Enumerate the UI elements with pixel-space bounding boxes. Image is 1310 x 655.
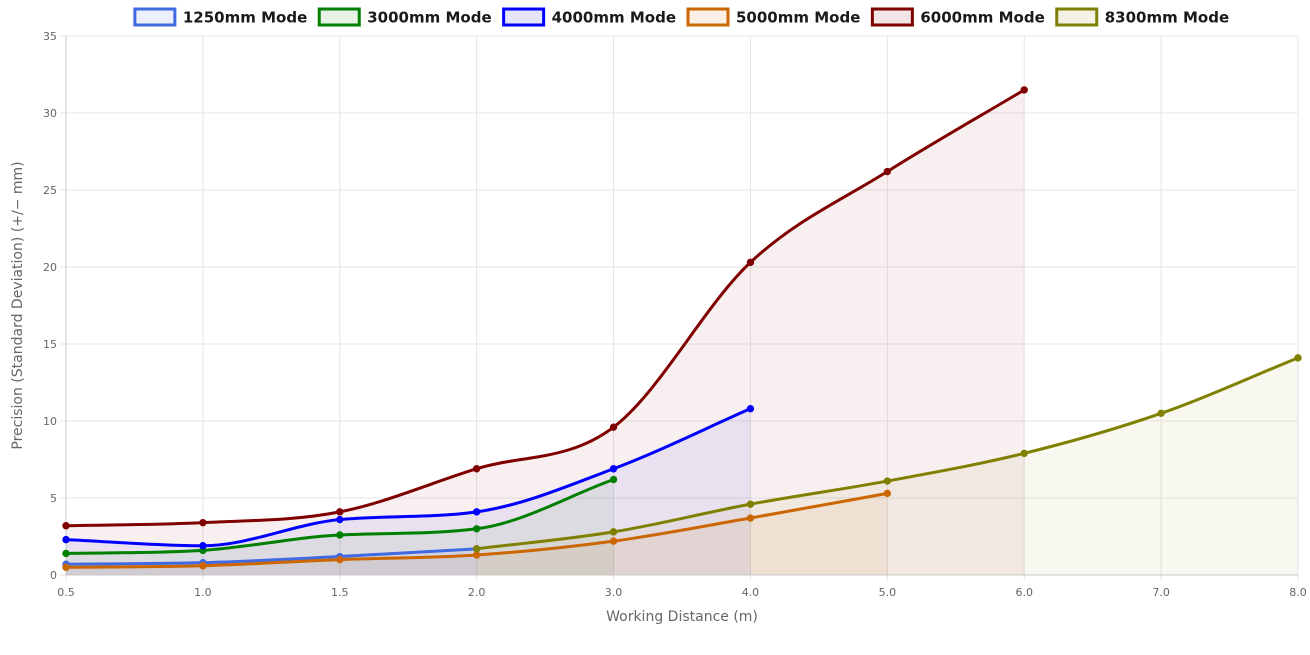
data-point[interactable] <box>62 563 70 571</box>
legend-swatch <box>317 7 361 27</box>
legend-item[interactable]: 8300mm Mode <box>1055 7 1229 27</box>
data-point[interactable] <box>336 555 344 564</box>
data-point[interactable] <box>336 515 344 524</box>
x-tick-label: 8.0 <box>1289 586 1307 599</box>
legend-swatch <box>870 7 914 27</box>
data-point[interactable] <box>609 465 618 473</box>
legend-label: 8300mm Mode <box>1105 9 1229 27</box>
data-point[interactable] <box>746 404 755 413</box>
series-area <box>476 357 1298 575</box>
legend-label: 1250mm Mode <box>183 9 307 27</box>
data-points <box>62 86 1302 571</box>
data-point[interactable] <box>1294 354 1302 362</box>
data-point[interactable] <box>883 489 892 498</box>
data-point[interactable] <box>1020 86 1028 94</box>
data-point[interactable] <box>1020 449 1028 458</box>
y-tick-label: 30 <box>43 107 57 120</box>
series-line <box>64 547 479 566</box>
data-point[interactable] <box>472 465 481 473</box>
data-point[interactable] <box>609 537 618 545</box>
data-point[interactable] <box>883 167 892 176</box>
y-tick-label: 25 <box>43 184 57 197</box>
x-tick-label: 6.0 <box>1015 586 1033 599</box>
legend-label: 6000mm Mode <box>920 9 1044 27</box>
y-axis-title: Precision (Standard Deviation) (+/− mm) <box>10 161 26 449</box>
x-tick-label: 1.0 <box>194 586 212 599</box>
legend-label: 3000mm Mode <box>367 9 491 27</box>
data-point[interactable] <box>472 551 481 559</box>
legend-label: 5000mm Mode <box>736 9 860 27</box>
data-point[interactable] <box>746 258 755 267</box>
data-point[interactable] <box>609 475 618 484</box>
data-point[interactable] <box>1157 409 1165 417</box>
data-point[interactable] <box>62 535 70 544</box>
x-tick-label: 4.0 <box>742 586 760 599</box>
x-tick-label: 5.0 <box>879 586 897 599</box>
legend-item[interactable]: 4000mm Mode <box>502 7 676 27</box>
legend-swatch <box>133 7 177 27</box>
y-tick-label: 5 <box>50 492 57 505</box>
data-point[interactable] <box>199 562 207 570</box>
data-point[interactable] <box>336 508 344 516</box>
y-tick-label: 20 <box>43 261 57 274</box>
x-tick-label: 1.5 <box>331 586 349 599</box>
data-point[interactable] <box>609 528 618 536</box>
series-line <box>64 88 1026 528</box>
legend-swatch <box>502 7 546 27</box>
data-point[interactable] <box>472 508 481 516</box>
data-point[interactable] <box>746 514 755 522</box>
y-tick-label: 15 <box>43 338 57 351</box>
x-tick-label: 3.0 <box>605 586 623 599</box>
series-area <box>66 89 1025 576</box>
data-point[interactable] <box>472 525 481 533</box>
data-point[interactable] <box>199 542 207 550</box>
x-tick-label: 0.5 <box>57 586 75 599</box>
y-tick-label: 0 <box>50 569 57 582</box>
axes <box>65 36 1298 576</box>
legend-item[interactable]: 1250mm Mode <box>133 7 307 27</box>
legend-item[interactable]: 3000mm Mode <box>317 7 492 27</box>
legend-swatch <box>1055 7 1099 27</box>
x-axis-title: Working Distance (m) <box>606 609 758 625</box>
legend: 1250mm Mode 3000mm Mode 4000mm Mode 5000mm … <box>133 7 1229 27</box>
legend-item[interactable]: 6000mm Mode <box>870 7 1045 27</box>
series-line <box>64 407 752 548</box>
series-areas <box>66 89 1298 576</box>
x-tick-label: 2.0 <box>468 586 486 599</box>
y-tick-label: 10 <box>43 415 57 428</box>
legend-swatch <box>686 7 730 27</box>
y-tick-label: 35 <box>43 30 57 43</box>
legend-label: 4000mm Mode <box>552 9 676 27</box>
data-point[interactable] <box>336 531 344 539</box>
data-point[interactable] <box>62 522 70 530</box>
series-area <box>66 408 751 575</box>
grid <box>60 35 1299 581</box>
legend-item[interactable]: 5000mm Mode <box>686 7 860 27</box>
data-point[interactable] <box>472 545 481 553</box>
data-point[interactable] <box>199 518 207 527</box>
series-area <box>66 493 888 575</box>
tick-labels: 0 5 10 15 20 25 30 35 0.5 1.0 1.5 2.0 3.0 4.0 5.0 6.0 7.… <box>43 30 1307 599</box>
data-point[interactable] <box>609 423 618 431</box>
x-tick-label: 7.0 <box>1152 586 1170 599</box>
data-point[interactable] <box>62 549 70 558</box>
data-point[interactable] <box>746 500 755 508</box>
data-point[interactable] <box>883 477 892 485</box>
